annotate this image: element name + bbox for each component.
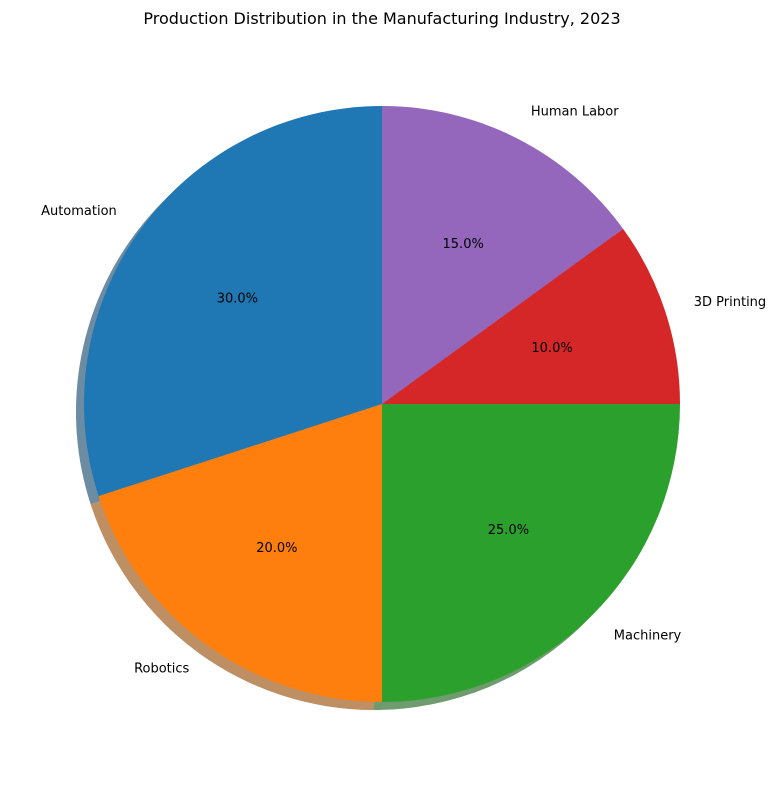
- label-human-labor: Human Labor: [531, 104, 619, 119]
- pie-slices: [83, 105, 680, 702]
- slice-3d-printing: [382, 228, 680, 404]
- label-3d-printing: 3D Printing: [694, 295, 766, 310]
- slice-automation: [83, 106, 383, 497]
- pct-label-automation: 30.0%: [217, 291, 258, 306]
- pct-label-3d-printing: 10.0%: [531, 341, 572, 356]
- chart-title: Production Distribution in the Manufactu…: [143, 9, 620, 28]
- label-robotics: Robotics: [134, 662, 189, 677]
- slice-human-labor: [382, 105, 624, 404]
- pie-labels: Automation 30.0% Robotics 20.0% Machinery 25.…: [41, 104, 766, 676]
- slice-machinery: [382, 404, 680, 702]
- pct-label-robotics: 20.0%: [256, 541, 297, 556]
- pct-label-machinery: 25.0%: [488, 523, 529, 538]
- label-automation: Automation: [41, 204, 117, 219]
- slice-robotics: [98, 404, 383, 702]
- pct-label-human-labor: 15.0%: [443, 237, 484, 252]
- label-machinery: Machinery: [614, 628, 682, 643]
